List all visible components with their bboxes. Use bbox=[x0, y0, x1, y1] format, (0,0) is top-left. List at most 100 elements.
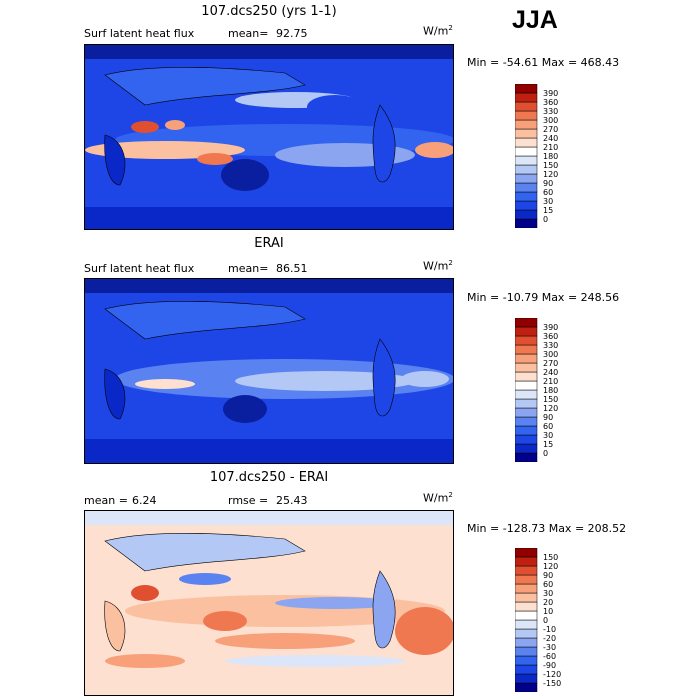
colorbar-box bbox=[515, 416, 538, 427]
colorbar-tick-label: 270 bbox=[543, 125, 558, 134]
colorbar-box bbox=[515, 92, 538, 103]
colorbar-tick-label: 180 bbox=[543, 152, 558, 161]
colorbar-tick-label: 210 bbox=[543, 143, 558, 152]
colorbar-box bbox=[515, 556, 538, 567]
panel-2-variable: Surf latent heat flux bbox=[84, 262, 195, 275]
colorbar-tick-label: 90 bbox=[543, 571, 553, 580]
colorbar-box bbox=[515, 155, 538, 166]
panel-2-mean-label: mean= bbox=[228, 262, 269, 275]
colorbar-box bbox=[515, 637, 538, 648]
panel-1-map bbox=[84, 44, 454, 230]
colorbar-tick-label: 30 bbox=[543, 589, 553, 598]
colorbar-tick-label: 90 bbox=[543, 179, 553, 188]
colorbar-tick-label: 30 bbox=[543, 431, 553, 440]
colorbar-tick-label: 60 bbox=[543, 422, 553, 431]
panel-2-title: ERAI bbox=[254, 236, 284, 251]
panel-2-map bbox=[84, 278, 454, 464]
colorbar-box bbox=[515, 173, 538, 184]
colorbar-box bbox=[515, 200, 538, 211]
colorbar-tick-label: -60 bbox=[543, 652, 556, 661]
colorbar-tick-label: 300 bbox=[543, 116, 558, 125]
colorbar-box bbox=[515, 664, 538, 675]
colorbar-box bbox=[515, 164, 538, 175]
colorbar-box bbox=[515, 119, 538, 130]
colorbar-tick-label: 210 bbox=[543, 377, 558, 386]
panel-1-mean-value: 92.75 bbox=[276, 27, 308, 40]
colorbar-tick-label: -30 bbox=[543, 643, 556, 652]
colorbar-box bbox=[515, 128, 538, 139]
season-label: JJA bbox=[512, 6, 558, 34]
colorbar-tick-label: 240 bbox=[543, 134, 558, 143]
colorbar-tick-label: 150 bbox=[543, 161, 558, 170]
colorbar-tick-label: 90 bbox=[543, 413, 553, 422]
colorbar-box bbox=[515, 583, 538, 594]
panel-1-minmax: Min = -54.61 Max = 468.43 bbox=[467, 56, 620, 69]
colorbar-tick-label: -90 bbox=[543, 661, 556, 670]
panel-3-units: W/m2 bbox=[423, 491, 453, 505]
colorbar-tick-label: 150 bbox=[543, 395, 558, 404]
colorbar-box bbox=[515, 146, 538, 157]
colorbar-tick-label: 180 bbox=[543, 386, 558, 395]
colorbar-tick-label: -150 bbox=[543, 679, 561, 688]
colorbar-box bbox=[515, 353, 538, 364]
colorbar-tick-label: 20 bbox=[543, 598, 553, 607]
colorbar-box bbox=[515, 673, 538, 684]
colorbar-box bbox=[515, 362, 538, 373]
colorbar-box bbox=[515, 398, 538, 409]
colorbar-tick-label: 390 bbox=[543, 323, 558, 332]
colorbar-box bbox=[515, 655, 538, 666]
panel-1-variable: Surf latent heat flux bbox=[84, 27, 195, 40]
colorbar-tick-label: 60 bbox=[543, 188, 553, 197]
colorbar-box bbox=[515, 548, 538, 558]
colorbar-tick-label: 15 bbox=[543, 440, 553, 449]
panel-3-rmse-label: rmse = bbox=[228, 494, 269, 507]
panel-3-map bbox=[84, 510, 454, 696]
colorbar-box bbox=[515, 84, 538, 94]
colorbar-box bbox=[515, 191, 538, 202]
colorbar-tick-label: 120 bbox=[543, 170, 558, 179]
colorbar-tick-label: -10 bbox=[543, 625, 556, 634]
colorbar-tick-label: 330 bbox=[543, 107, 558, 116]
colorbar-box bbox=[515, 443, 538, 454]
panel-2-minmax: Min = -10.79 Max = 248.56 bbox=[467, 291, 620, 304]
colorbar-box bbox=[515, 335, 538, 346]
colorbar-tick-label: 300 bbox=[543, 350, 558, 359]
colorbar-tick-label: 360 bbox=[543, 332, 558, 341]
colorbar-box bbox=[515, 110, 538, 121]
colorbar-tick-label: 390 bbox=[543, 89, 558, 98]
colorbar-box bbox=[515, 318, 538, 328]
colorbar-box bbox=[515, 610, 538, 621]
panel-2-mean-value: 86.51 bbox=[276, 262, 308, 275]
colorbar-tick-label: 30 bbox=[543, 197, 553, 206]
colorbar-box bbox=[515, 425, 538, 436]
colorbar-box bbox=[515, 371, 538, 382]
colorbar-tick-label: -120 bbox=[543, 670, 561, 679]
colorbar-tick-label: -20 bbox=[543, 634, 556, 643]
colorbar-tick-label: 15 bbox=[543, 206, 553, 215]
colorbar-tick-label: 240 bbox=[543, 368, 558, 377]
colorbar-box bbox=[515, 389, 538, 400]
colorbar-box bbox=[515, 182, 538, 193]
colorbar-tick-label: 360 bbox=[543, 98, 558, 107]
colorbar-box bbox=[515, 209, 538, 220]
colorbar-box bbox=[515, 619, 538, 630]
panel-3-minmax: Min = -128.73 Max = 208.52 bbox=[467, 522, 627, 535]
colorbar-tick-label: 10 bbox=[543, 607, 553, 616]
colorbar-box bbox=[515, 682, 538, 692]
panel-1-mean-label: mean= bbox=[228, 27, 269, 40]
colorbar-box bbox=[515, 326, 538, 337]
colorbar-box bbox=[515, 218, 538, 228]
colorbar-box bbox=[515, 592, 538, 603]
colorbar-box bbox=[515, 452, 538, 462]
colorbar-box bbox=[515, 137, 538, 148]
colorbar-box bbox=[515, 344, 538, 355]
panel-3-rmse-value: 25.43 bbox=[276, 494, 308, 507]
colorbar-tick-label: 270 bbox=[543, 359, 558, 368]
colorbar-box bbox=[515, 646, 538, 657]
colorbar-tick-label: 0 bbox=[543, 215, 548, 224]
colorbar-tick-label: 120 bbox=[543, 404, 558, 413]
colorbar-box bbox=[515, 574, 538, 585]
